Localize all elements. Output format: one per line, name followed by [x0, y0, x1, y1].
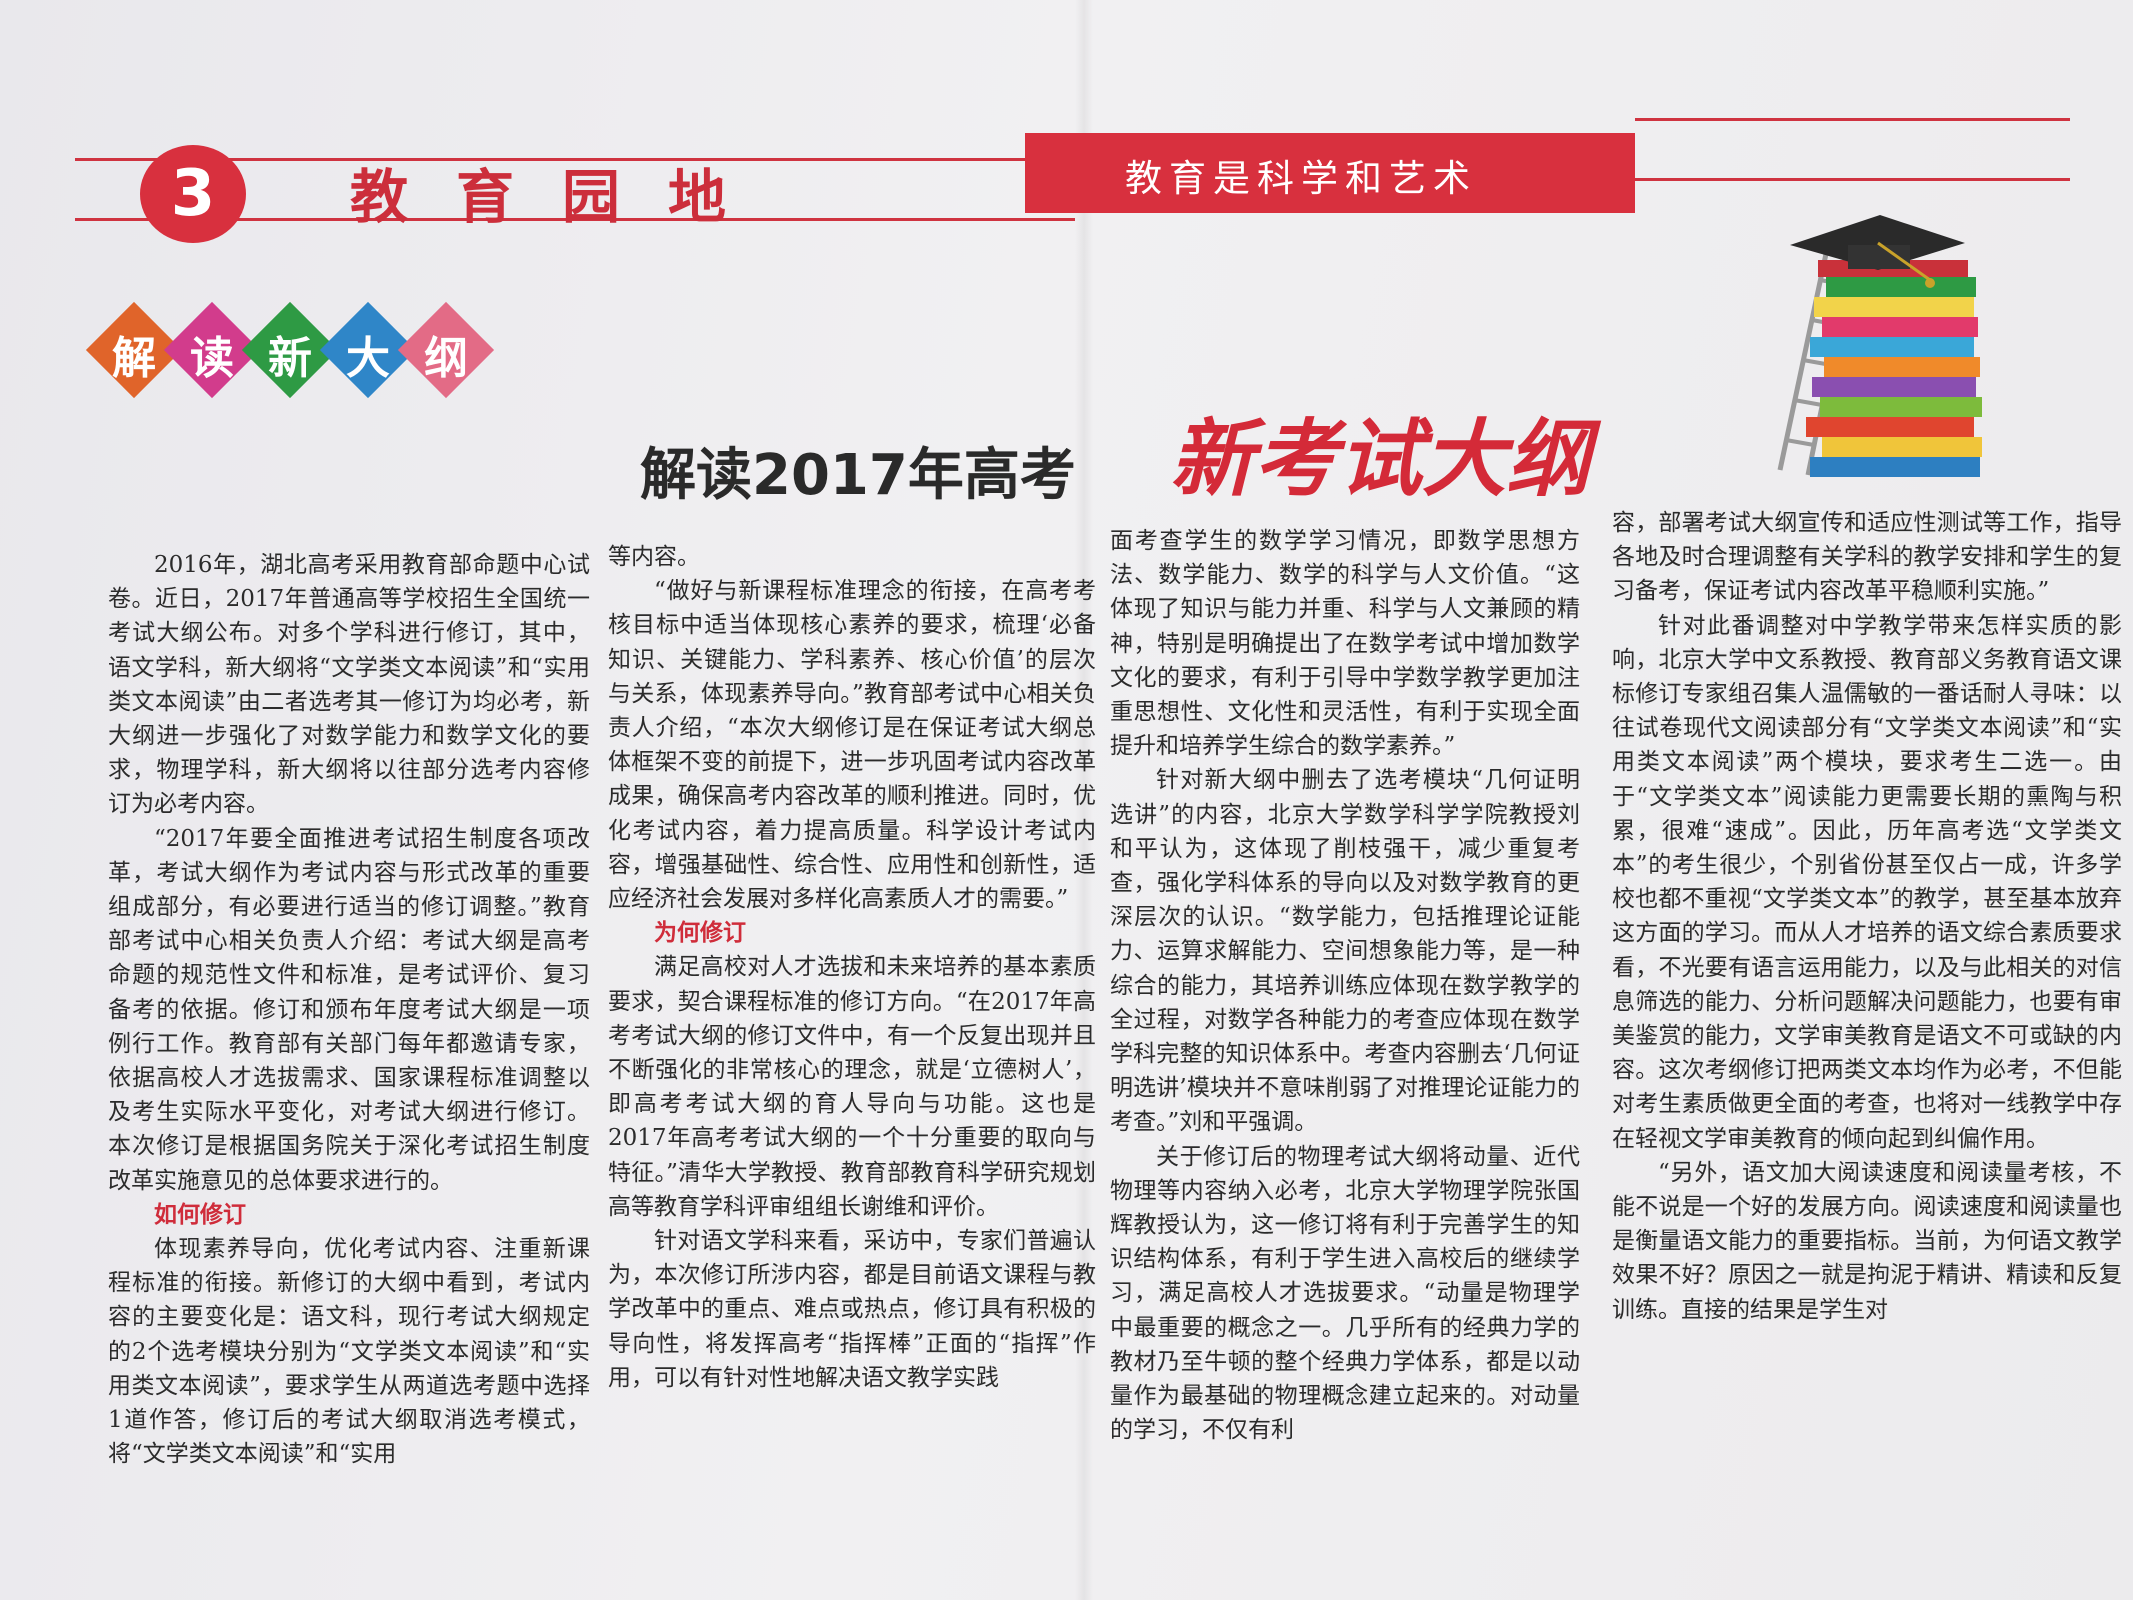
col2-paragraph-1: 等内容。: [608, 544, 700, 570]
header-rule-top: [75, 158, 1075, 161]
tag-char-5: 纲: [424, 333, 468, 384]
col3-paragraph-3: 关于修订后的物理考试大纲将动量、近代物理等内容纳入必考，北京大学物理学院张国辉教…: [1110, 1143, 1580, 1444]
col2-paragraph-4: 针对语文学科来看，采访中，专家们普遍认为，本次修订所涉内容，都是目前语文课程与教…: [608, 1228, 1096, 1391]
header-rule-right-bottom: [1635, 178, 2070, 181]
paper-fold: [1075, 0, 1093, 1600]
col4-paragraph-2: 针对此番调整对中学教学带来怎样实质的影响，北京大学中文系教授、教育部义务教育语文…: [1612, 612, 2122, 1152]
col3-paragraph-1: 面考查学生的数学学习情况，即数学思想方法、数学能力、数学的科学与人文价值。“这体…: [1110, 528, 1580, 760]
section-title: 教育园地: [350, 163, 775, 231]
col4-paragraph-1: 容，部署考试大纲宣传和适应性测试等工作，指导各地及时合理调整有关学科的教学安排和…: [1612, 510, 2122, 605]
tag-char-1: 解: [112, 333, 156, 384]
tag-char-2: 读: [190, 333, 234, 384]
col1-paragraph-3: 体现素养导向，优化考试内容、注重新课程标准的衔接。新修订的大纲中看到，考试内容的…: [108, 1236, 590, 1468]
slogan-box: [1025, 133, 1635, 213]
col3-paragraph-2: 针对新大纲中删去了选考模块“几何证明选讲”的内容，北京大学数学科学学院教授刘和平…: [1110, 767, 1580, 1136]
graduation-cap-icon: [1790, 215, 1965, 288]
article-column-3: 面考查学生的数学学习情况，即数学思想方法、数学能力、数学的科学与人文价值。“这体…: [1110, 524, 1580, 1447]
book-stack-icon: [1777, 215, 1982, 477]
header-rule-bottom: [75, 218, 1075, 221]
tag-char-4: 大: [346, 333, 390, 384]
headline-main: 解读2017年高考: [640, 443, 1076, 508]
subhead-why: 为何修订: [654, 920, 746, 947]
article-column-1: 2016年，湖北高考采用教育部命题中心试卷。近日，2017年普通高等学校招生全国…: [108, 548, 590, 1471]
article-column-4: 容，部署考试大纲宣传和适应性测试等工作，指导各地及时合理调整有关学科的教学安排和…: [1612, 506, 2122, 1327]
article-column-2: 等内容。 “做好与新课程标准理念的衔接，在高考考核目标中适当体现核心素养的要求，…: [608, 540, 1096, 1395]
col1-paragraph-1: 2016年，湖北高考采用教育部命题中心试卷。近日，2017年普通高等学校招生全国…: [108, 552, 590, 818]
page-number-badge: 3: [140, 145, 246, 243]
tag-char-3: 新: [268, 333, 312, 384]
col2-paragraph-3: 满足高校对人才选拔和未来培养的基本素质要求，契合课程标准的修订方向。“在2017…: [608, 954, 1096, 1220]
col4-paragraph-3: “另外，语文加大阅读速度和阅读量考核，不能不说是一个好的发展方向。阅读速度和阅读…: [1612, 1159, 2122, 1323]
slogan: 教育是科学和艺术: [1125, 157, 1477, 200]
col1-paragraph-2: “2017年要全面推进考试招生制度各项改革，考试大纲作为考试内容与形式改革的重要…: [108, 825, 590, 1194]
header-rule-right-top: [1635, 118, 2070, 121]
col2-paragraph-2: “做好与新课程标准理念的衔接，在高考考核目标中适当体现核心素养的要求，梳理‘必备…: [608, 578, 1096, 913]
headline-highlight: 新考试大纲: [1170, 409, 1591, 508]
subhead-how: 如何修订: [154, 1201, 246, 1228]
